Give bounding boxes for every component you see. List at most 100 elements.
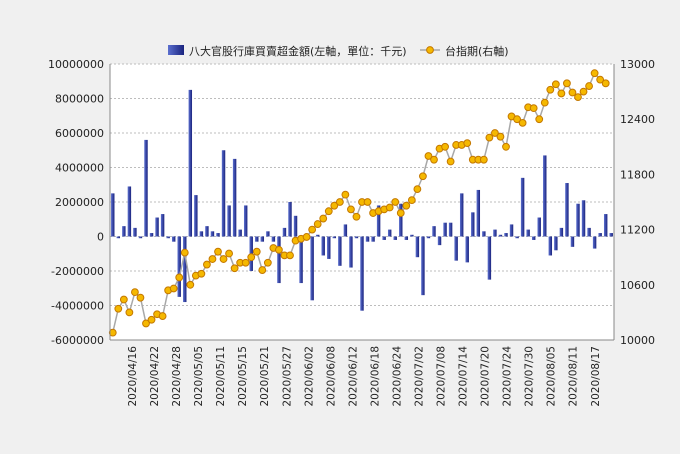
index-point: [430, 155, 438, 164]
bar: [138, 236, 143, 239]
index-point: [502, 142, 510, 151]
left-axis-tick-label: -4000000: [51, 300, 104, 313]
bar: [160, 214, 165, 237]
index-point: [441, 142, 449, 151]
bar: [509, 224, 514, 237]
right-axis-tick-label: 13000: [620, 58, 655, 71]
legend-bar-swatch: [168, 45, 184, 55]
index-point: [557, 89, 566, 98]
bar: [592, 236, 597, 249]
index-point: [308, 225, 317, 234]
index-point: [574, 93, 582, 102]
x-axis-tick-label: 2020/08/05: [546, 346, 558, 407]
x-axis-tick-label: 2020/05/11: [215, 346, 227, 407]
index-point: [208, 255, 217, 263]
index-point: [413, 185, 422, 194]
x-axis-tick-label: 2020/07/02: [414, 346, 426, 407]
index-point: [568, 88, 577, 97]
bar: [232, 158, 237, 237]
index-point: [463, 139, 472, 148]
index-point: [136, 293, 145, 302]
x-axis-tick-label: 2020/06/08: [325, 346, 337, 407]
bar: [199, 231, 204, 237]
index-point: [241, 258, 250, 267]
bar: [210, 231, 215, 237]
index-point: [319, 214, 328, 223]
index-point: [402, 201, 411, 210]
index-point: [169, 284, 178, 293]
bar: [543, 155, 547, 237]
bar: [520, 177, 525, 237]
bar: [155, 217, 159, 237]
bar: [360, 236, 364, 311]
right-axis-tick-label: 10600: [620, 279, 655, 292]
bar: [255, 236, 259, 242]
legend-bar-label: 八大官股行庫買賣超金額(左軸，單位：千元): [189, 44, 407, 58]
bar: [183, 236, 187, 303]
bar: [498, 234, 503, 237]
bar: [609, 233, 613, 237]
index-point: [513, 115, 521, 124]
x-axis-tick-label: 2020/06/24: [391, 346, 403, 407]
bar: [576, 203, 580, 237]
bar: [410, 234, 414, 237]
index-point: [529, 104, 538, 113]
bar: [144, 139, 148, 237]
bar: [526, 229, 530, 237]
bar: [598, 233, 602, 237]
bar: [448, 222, 453, 237]
right-axis-tick-label: 12400: [620, 113, 655, 126]
x-axis-tick-label: 2020/07/08: [436, 346, 448, 407]
index-point: [186, 280, 195, 289]
left-axis-tick-label: 2000000: [55, 196, 104, 209]
bar: [116, 236, 121, 239]
legend: 八大官股行庫買賣超金額(左軸，單位：千元) 台指期(右軸): [168, 44, 509, 58]
index-point: [247, 253, 256, 262]
index-point: [535, 115, 544, 124]
bar: [565, 183, 569, 237]
index-point: [446, 157, 455, 166]
x-axis-tick-label: 2020/04/28: [171, 346, 183, 407]
index-point: [407, 196, 416, 205]
index-point: [175, 273, 184, 282]
index-point: [396, 209, 405, 217]
x-axis-tick-label: 2020/04/22: [149, 346, 161, 407]
index-point: [585, 82, 593, 90]
index-point: [352, 212, 361, 221]
line-series: [108, 69, 610, 337]
bar: [404, 236, 409, 240]
bar: [482, 231, 486, 237]
index-point: [219, 255, 228, 263]
index-point: [108, 328, 117, 337]
bar: [349, 236, 353, 268]
bar: [188, 89, 193, 237]
bar: [238, 229, 242, 237]
x-axis-tick-label: 2020/07/14: [458, 346, 470, 407]
bar: [581, 200, 586, 237]
index-point: [263, 258, 272, 267]
x-axis-tick-label: 2020/07/30: [524, 346, 536, 407]
bar: [354, 236, 359, 239]
x-axis-tick-label: 2020/07/24: [502, 346, 514, 407]
index-point: [286, 251, 294, 260]
left-axis-tick-label: 8000000: [55, 93, 104, 106]
bar: [421, 236, 425, 296]
index-point: [341, 190, 350, 199]
bar: [487, 236, 492, 280]
index-point: [419, 172, 427, 181]
bar: [382, 236, 386, 240]
index-point: [225, 249, 233, 258]
index-point: [147, 315, 156, 324]
bar: [332, 236, 337, 239]
bar: [476, 189, 481, 237]
right-axis-tick-label: 10000: [620, 334, 655, 347]
bar: [554, 236, 558, 251]
bar: [166, 236, 170, 239]
bar: [371, 236, 375, 242]
bar: [548, 236, 553, 256]
bar: [437, 236, 442, 246]
legend-marker-swatch: [426, 46, 434, 54]
bar: [454, 236, 458, 261]
left-axis-tick-label: -2000000: [51, 265, 104, 278]
bar: [127, 186, 132, 237]
